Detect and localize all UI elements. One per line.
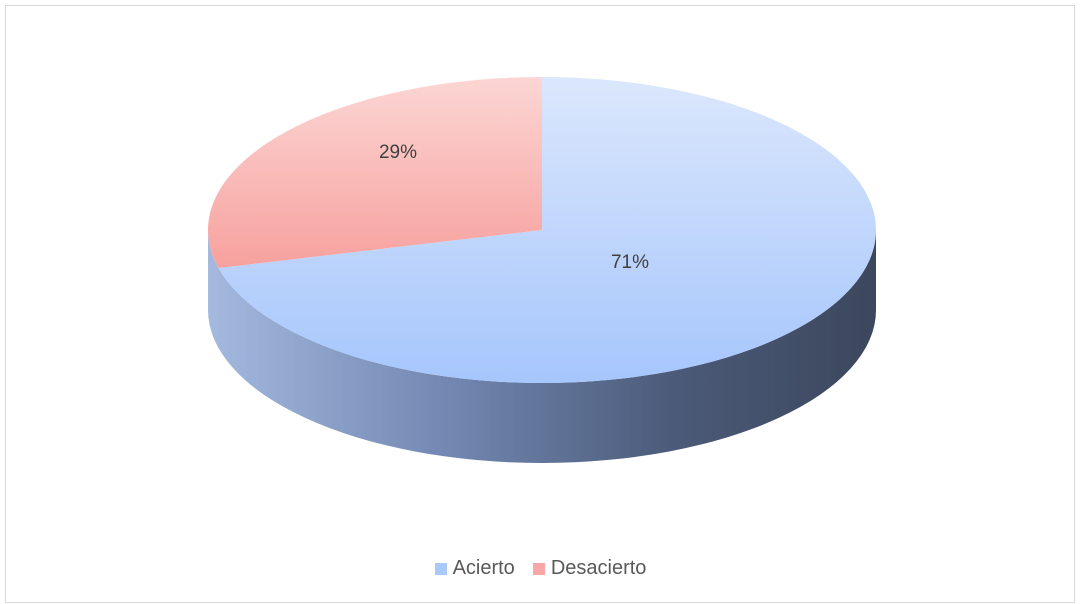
data-label-desacierto: 29%: [379, 142, 417, 163]
legend-item-acierto: Acierto: [434, 557, 515, 580]
legend-label-acierto: Acierto: [452, 557, 515, 579]
legend-swatch-desacierto: [532, 562, 545, 575]
legend-swatch-acierto: [434, 562, 447, 575]
pie-side: [208, 230, 876, 463]
pie-slice-acierto: [218, 77, 876, 383]
data-label-acierto: 71%: [611, 252, 649, 273]
legend-label-desacierto: Desacierto: [550, 557, 647, 579]
pie-slice-desacierto: [207, 77, 542, 269]
legend-item-desacierto: Desacierto: [532, 557, 647, 580]
legend: Acierto Desacierto: [0, 557, 1081, 580]
